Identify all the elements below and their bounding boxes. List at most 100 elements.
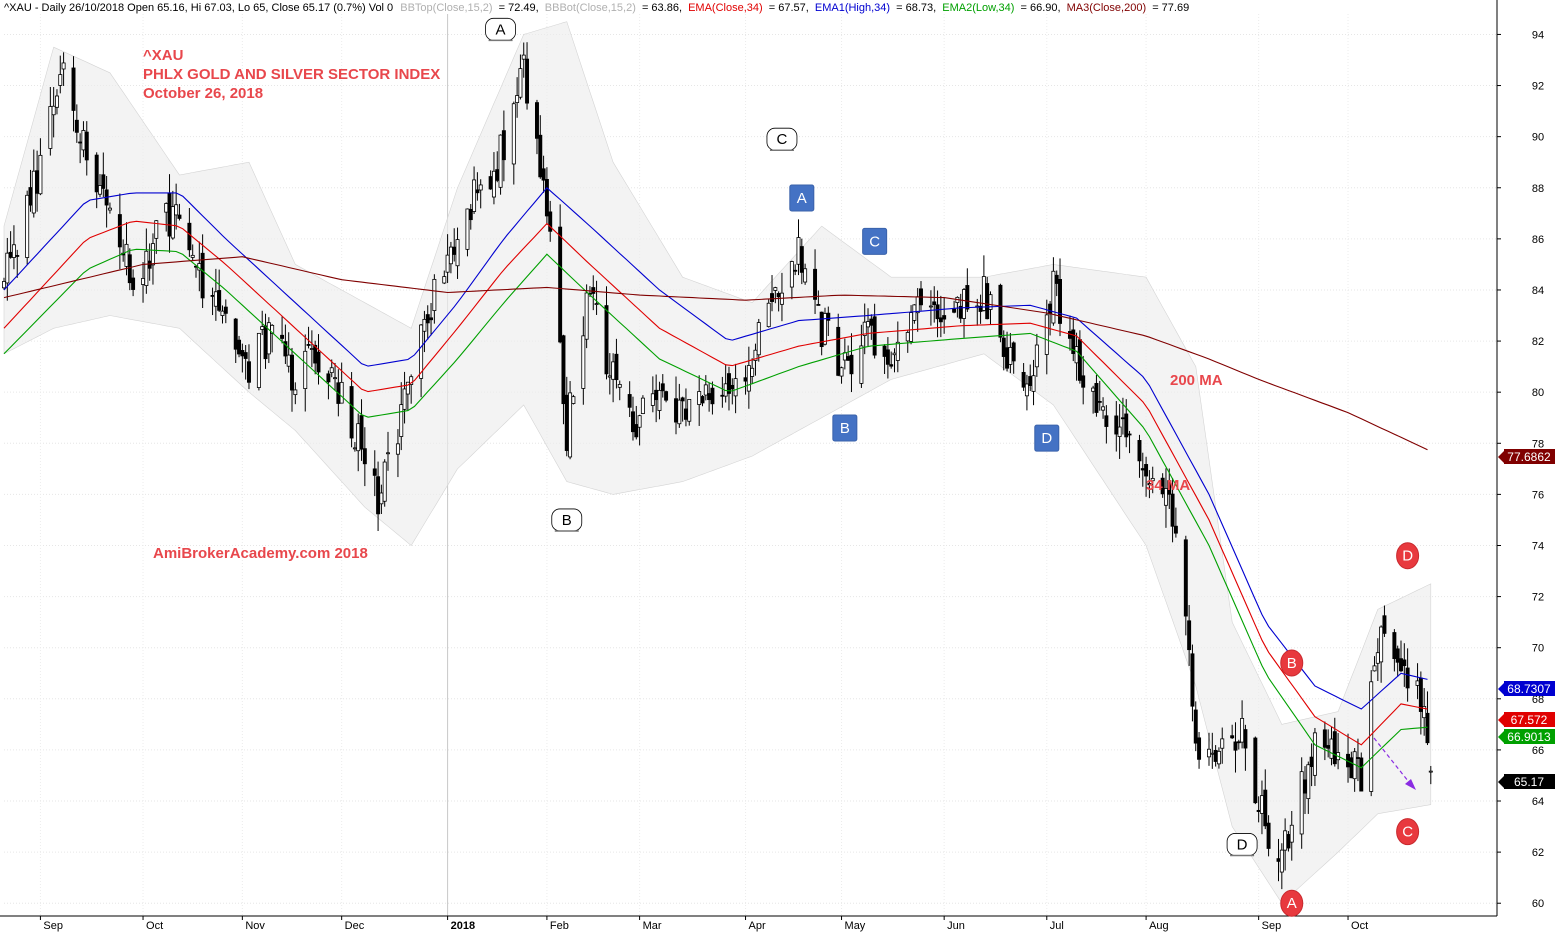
candle-body	[617, 384, 622, 388]
candle-body	[1091, 387, 1096, 392]
y-tick-label: 80	[1532, 387, 1544, 399]
candle-body	[488, 176, 493, 190]
candle-body	[1024, 383, 1029, 397]
candle-body	[836, 326, 841, 376]
candle-body	[1097, 401, 1102, 403]
candle-body	[81, 130, 86, 151]
candle-body	[432, 278, 437, 311]
wave-label-text: A	[1287, 895, 1297, 912]
candle-body	[147, 260, 152, 269]
candle-body	[1011, 342, 1016, 362]
y-tick-label: 92	[1532, 81, 1544, 93]
candle-body	[826, 312, 831, 321]
candle-body	[1028, 376, 1033, 386]
candle-body	[895, 341, 900, 361]
price-badge-label: 65.17	[1514, 775, 1544, 789]
x-tick-label: Sep	[1262, 920, 1282, 932]
x-tick-label: Nov	[245, 920, 265, 932]
candle-body	[352, 447, 357, 450]
candle-body	[1263, 789, 1268, 827]
candle-body	[1190, 653, 1195, 707]
candle-body	[1170, 493, 1175, 527]
price-badge-box	[1504, 449, 1555, 464]
candle-body	[1253, 737, 1258, 804]
candle-body	[1299, 771, 1304, 835]
candle-body	[720, 394, 725, 397]
header-ema1-label: EMA1(High,34)	[815, 2, 890, 14]
candle-body	[1183, 539, 1188, 617]
candle-body	[246, 361, 251, 383]
candle-body	[561, 335, 566, 405]
candle-body	[177, 214, 182, 219]
candle-body	[935, 304, 940, 320]
wave-label-circle	[1280, 649, 1304, 677]
candle-body	[697, 391, 702, 405]
candle-body	[683, 408, 688, 420]
x-tick-label: 2018	[451, 920, 475, 932]
y-tick-label: 66	[1532, 745, 1544, 757]
wave-label-text: A	[496, 21, 506, 38]
candle-body	[1243, 729, 1248, 749]
x-tick-label: Feb	[550, 920, 569, 932]
x-tick-label: Apr	[749, 920, 766, 932]
candle-body	[1213, 749, 1218, 762]
wave-label-box	[1034, 424, 1060, 452]
candle-body	[48, 106, 53, 149]
candle-body	[1167, 480, 1172, 495]
candle-body	[634, 424, 639, 438]
candle-body	[468, 208, 473, 221]
wave-labels: A B C D A B C D A B C D	[485, 17, 1420, 917]
candle-body	[988, 294, 993, 310]
candle-body	[674, 398, 678, 423]
candle-body	[743, 377, 748, 382]
projection-arrow-icon	[1373, 737, 1416, 790]
candle-body	[1104, 415, 1109, 427]
price-badge-box	[1504, 681, 1555, 696]
line-ema-close-34	[3, 220, 1428, 746]
candle-body	[535, 102, 539, 139]
label-34-ma: 34 MA	[1146, 477, 1190, 494]
candle-body	[1415, 680, 1420, 686]
candle-body	[1369, 681, 1374, 792]
candle-body	[1240, 718, 1245, 743]
candle-body	[1303, 779, 1307, 794]
candle-body	[1197, 737, 1202, 760]
candle-body	[376, 476, 381, 515]
candle-body	[452, 246, 457, 255]
price-badge-label: 67.572	[1511, 713, 1548, 727]
candle-body	[1259, 795, 1264, 814]
candle-body	[84, 131, 89, 161]
price-badge: 67.572	[1498, 712, 1555, 727]
candle-body	[1359, 757, 1364, 792]
candle-body	[382, 461, 387, 502]
header-summary: ^XAU - Daily 26/10/2018 Open 65.16, Hi 6…	[4, 2, 393, 14]
candle-body	[862, 321, 867, 336]
candle-body	[1001, 337, 1006, 357]
candle-body	[1279, 849, 1284, 873]
candle-body	[117, 214, 122, 248]
candle-body	[28, 187, 33, 206]
candle-body	[664, 391, 669, 401]
wave-label-text: B	[840, 420, 850, 437]
candle-body	[525, 58, 530, 104]
indicator-lines	[3, 187, 1428, 769]
candle-body	[799, 246, 804, 273]
header-ma3-label: MA3(Close,200)	[1067, 2, 1146, 14]
candle-body	[1210, 752, 1215, 755]
candle-body	[849, 354, 854, 375]
wave-label-text: C	[1402, 824, 1413, 841]
price-badge-pointer	[1498, 683, 1504, 695]
candle-body	[544, 178, 549, 217]
header-ma3-value: = 77.69	[1152, 2, 1189, 14]
wave-label-white-c: C	[766, 127, 798, 151]
wave-label-blue-b: B	[832, 414, 858, 442]
candle-body	[909, 312, 914, 342]
wave-label-text: D	[1402, 548, 1413, 565]
candle-body	[1117, 426, 1122, 437]
candle-body	[326, 373, 331, 383]
candle-body	[1216, 750, 1221, 765]
candle-body	[51, 105, 56, 116]
